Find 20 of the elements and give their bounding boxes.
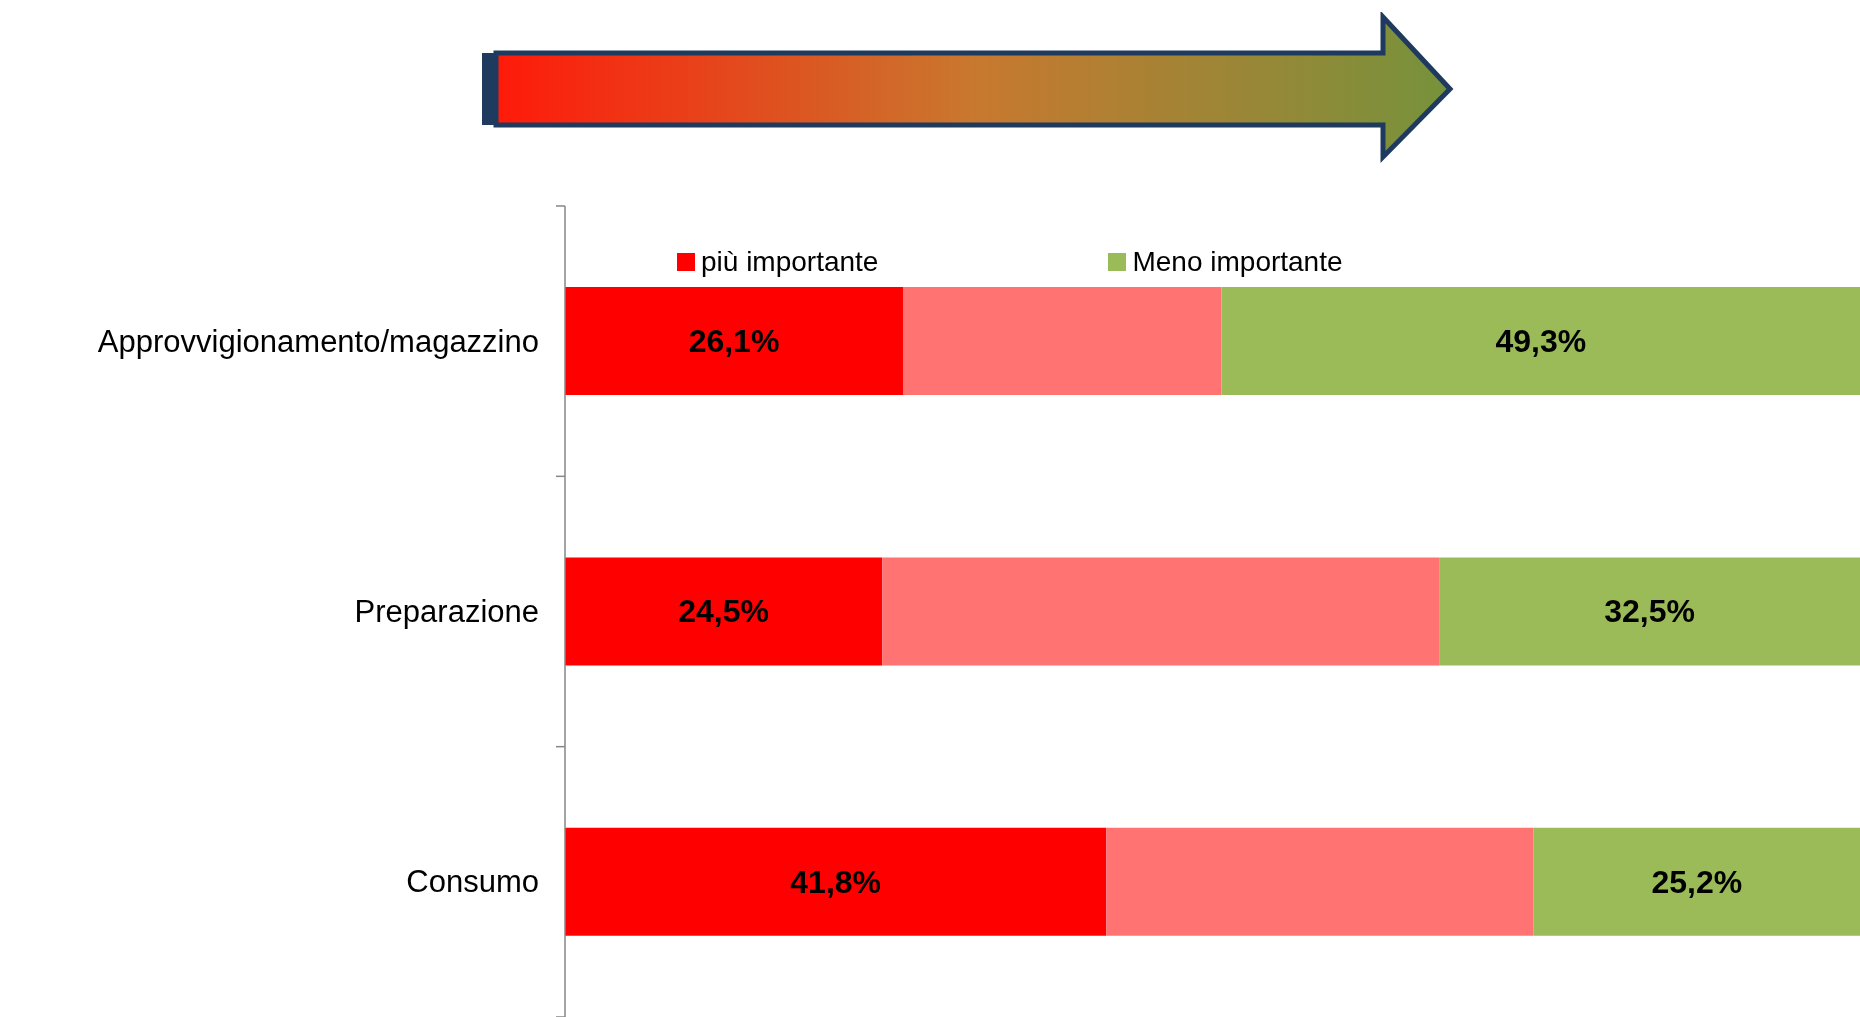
data-label: 41,8%: [790, 863, 882, 900]
y-tick-label: Preparazione: [354, 594, 539, 629]
bar: [1106, 827, 1534, 936]
y-tick-label: Approvvigionamento/magazzino: [97, 323, 539, 359]
bar: [565, 557, 883, 666]
data-label: 26,1%: [688, 323, 780, 360]
data-label: 32,5%: [1604, 593, 1695, 630]
bar: [1533, 827, 1860, 936]
bar: [1221, 287, 1860, 396]
y-tick-label: Consumo: [406, 864, 539, 900]
data-label: 49,3%: [1495, 323, 1587, 360]
bar: [903, 287, 1222, 396]
legend-label: Meno importante: [1132, 246, 1343, 278]
bar: [565, 287, 903, 396]
data-label: 24,5%: [678, 593, 769, 630]
data-label: 25,2%: [1651, 863, 1743, 900]
legend-label: più importante: [701, 246, 879, 278]
bar: [882, 557, 1440, 666]
bar: [565, 827, 1107, 936]
bar: [1439, 557, 1860, 666]
